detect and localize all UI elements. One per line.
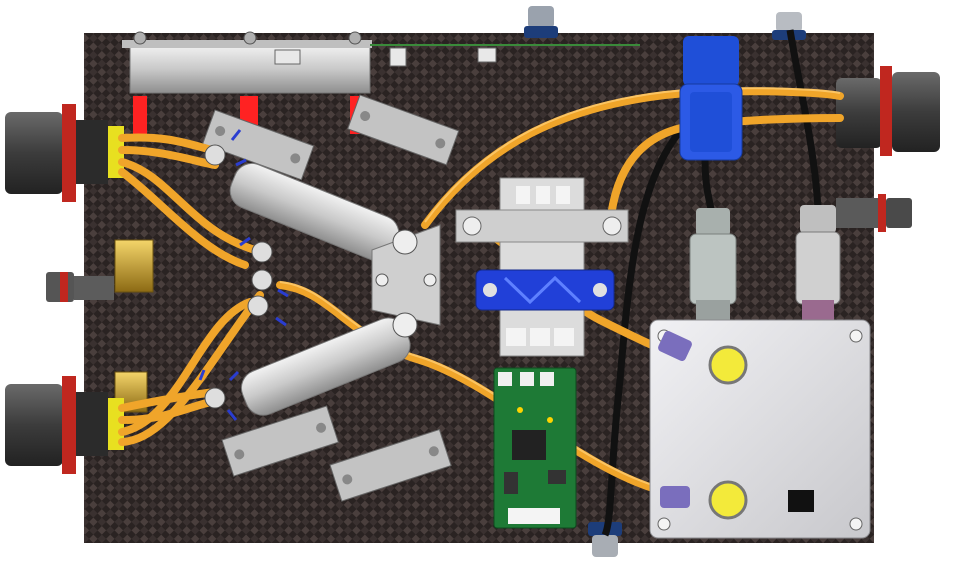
left-connector-mid — [46, 272, 114, 302]
right-connector-top — [836, 66, 940, 156]
right-connector-mid — [836, 194, 912, 232]
linkage-plate — [371, 224, 441, 338]
gray-plug-right — [795, 205, 841, 324]
blue-wire-ties — [198, 129, 289, 421]
black-cable-1 — [601, 117, 693, 537]
power-resistor-bottom-2 — [329, 428, 452, 502]
busbar-nuts — [204, 144, 273, 409]
left-connector-top — [5, 104, 124, 202]
top-bolt — [524, 6, 558, 38]
gray-plug-left — [689, 208, 737, 326]
terminal-box — [649, 319, 871, 539]
gold-resistor-1 — [114, 239, 154, 293]
power-resistor-bottom-1 — [221, 405, 339, 477]
top-mounting-bar — [129, 44, 371, 94]
power-resistor-top-2 — [347, 94, 460, 166]
blue-cable-clamp — [475, 269, 615, 311]
green-pcb — [493, 367, 577, 529]
orange-cables — [118, 87, 844, 499]
power-resistor-top-1 — [202, 109, 315, 181]
central-bracket — [455, 177, 629, 357]
left-connector-bottom — [5, 376, 124, 474]
blue-relay-top — [679, 36, 743, 161]
